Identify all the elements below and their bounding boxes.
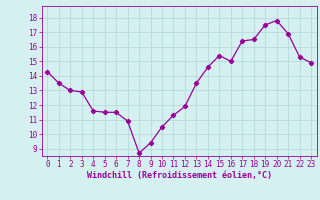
X-axis label: Windchill (Refroidissement éolien,°C): Windchill (Refroidissement éolien,°C) xyxy=(87,171,272,180)
